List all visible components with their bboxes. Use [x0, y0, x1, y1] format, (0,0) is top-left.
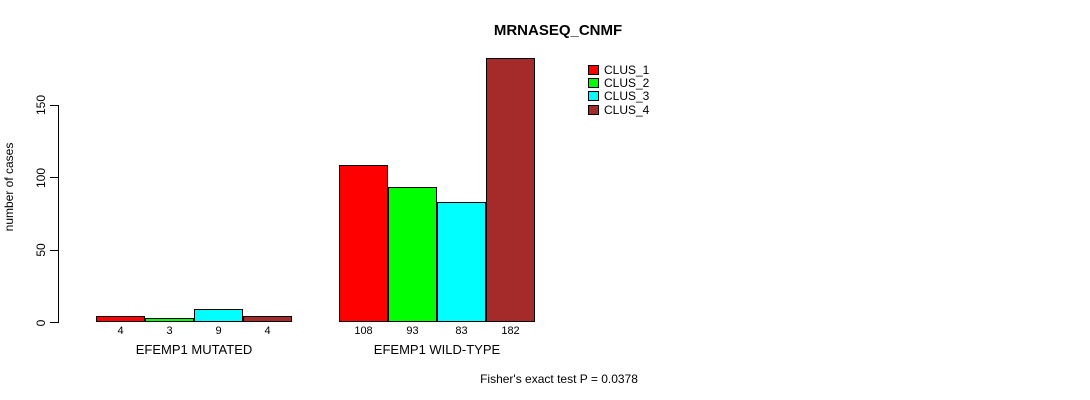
x-category-label: EFEMP1 MUTATED — [135, 342, 253, 357]
bar-clus_3-group2 — [437, 202, 486, 322]
legend-label: CLUS_1 — [604, 62, 650, 77]
chart-title: MRNASEQ_CNMF — [493, 22, 623, 39]
bar-value-label: 83 — [455, 325, 468, 337]
y-tick-mark — [50, 249, 58, 251]
y-tick-label: 0 — [34, 319, 48, 326]
y-tick-mark — [50, 177, 58, 178]
legend-item: CLUS_3 — [588, 89, 650, 104]
legend-item: CLUS_2 — [588, 76, 650, 91]
legend-label: CLUS_3 — [604, 89, 650, 104]
x-category-label: EFEMP1 WILD-TYPE — [373, 342, 501, 357]
bar-value-label: 108 — [354, 325, 373, 337]
bar-clus_4-group1 — [243, 316, 292, 322]
bar-value-label: 4 — [117, 325, 124, 337]
legend-swatch — [588, 104, 599, 115]
bar-clus_1-group2 — [339, 165, 388, 322]
legend-label: CLUS_4 — [604, 102, 650, 117]
y-tick-label: 150 — [34, 94, 48, 116]
legend-swatch — [588, 64, 599, 75]
bar-value-label: 182 — [501, 325, 520, 337]
y-tick-label: 50 — [34, 243, 48, 257]
bar-value-label: 93 — [406, 325, 419, 337]
legend-swatch — [588, 91, 599, 102]
bar-clus_2-group2 — [388, 187, 437, 322]
fisher-test-annotation: Fisher's exact test P = 0.0378 — [480, 372, 638, 386]
legend-item: CLUS_1 — [588, 62, 650, 77]
bar-clus_1-group1 — [96, 316, 145, 322]
bar-value-label: 4 — [264, 325, 271, 337]
y-tick-mark — [50, 322, 58, 323]
legend-item: CLUS_4 — [588, 102, 650, 117]
bar-clus_3-group1 — [194, 309, 243, 322]
legend-swatch — [588, 78, 599, 89]
bar-clus_4-group2 — [486, 58, 535, 322]
y-axis-line — [58, 104, 59, 323]
bar-value-label: 3 — [166, 325, 173, 337]
y-tick-label: 100 — [34, 167, 48, 188]
bar-clus_2-group1 — [145, 318, 194, 322]
legend: CLUS_1 CLUS_2 CLUS_3 CLUS_4 — [588, 63, 649, 117]
bar-value-label: 9 — [215, 325, 222, 337]
legend-label: CLUS_2 — [604, 76, 650, 91]
y-tick-mark — [50, 104, 58, 106]
